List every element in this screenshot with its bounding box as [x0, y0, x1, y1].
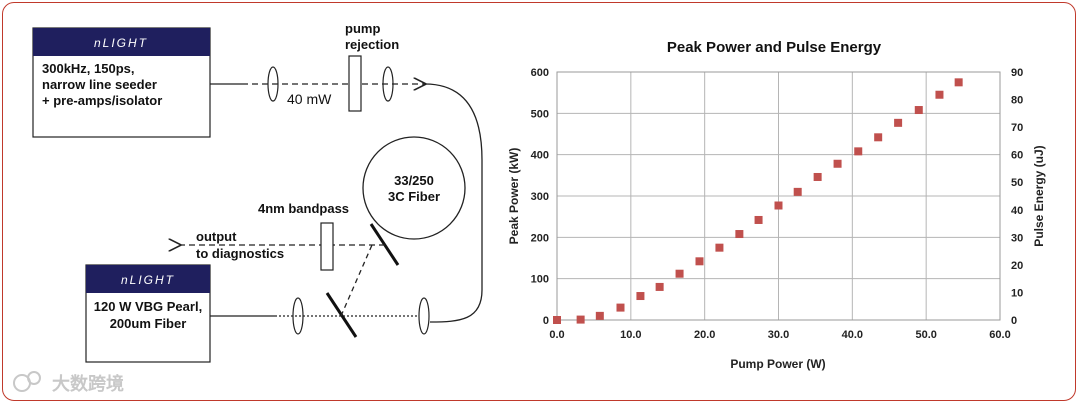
- data-point: [735, 230, 744, 239]
- y2-axis-label: Pulse Energy (uJ): [1032, 145, 1046, 246]
- data-point: [854, 147, 863, 156]
- plot-area-frame: [556, 71, 1001, 321]
- x-tick-label: 10.0: [620, 329, 641, 341]
- x-tick-label: 60.0: [989, 329, 1010, 341]
- data-point: [553, 316, 561, 324]
- output-beam-diagonal: [340, 244, 373, 317]
- data-point: [813, 172, 822, 181]
- data-point: [636, 292, 645, 301]
- seeder-brand: nLIGHT: [94, 36, 148, 50]
- bandpass-label: 4nm bandpass: [258, 201, 349, 216]
- fiber-label-2: 3C Fiber: [388, 189, 440, 204]
- power-label: 40 mW: [287, 91, 332, 107]
- output-label-2: to diagnostics: [196, 246, 284, 261]
- pump-rejection-label-2: rejection: [345, 37, 399, 52]
- x-tick-label: 30.0: [768, 329, 789, 341]
- x-tick-label: 40.0: [842, 329, 863, 341]
- watermark: 大数跨境: [13, 371, 124, 394]
- data-point: [935, 90, 944, 99]
- y2-tick-label: 10: [1011, 287, 1023, 299]
- data-point: [576, 315, 585, 324]
- pump-beam-path: 4nm bandpass output to diagnostics: [180, 201, 430, 338]
- data-point: [754, 215, 763, 224]
- y2-tick-label: 30: [1011, 232, 1023, 244]
- bandpass-filter: [320, 222, 334, 271]
- pump-lens-1: [292, 297, 304, 335]
- data-point: [675, 269, 684, 278]
- seed-lens-2: [382, 66, 394, 102]
- y2-tick-label: 50: [1011, 177, 1023, 189]
- pump-box: nLIGHT 120 W VBG Pearl, 200um Fiber: [85, 264, 211, 363]
- x-tick-label: 20.0: [694, 329, 715, 341]
- pump-line-2: 200um Fiber: [110, 316, 187, 331]
- chart-title: Peak Power and Pulse Energy: [667, 39, 882, 56]
- y2-tick-label: 40: [1011, 205, 1023, 217]
- data-point: [595, 311, 604, 320]
- y2-tick-label: 20: [1011, 260, 1023, 272]
- data-point: [833, 159, 842, 168]
- data-point: [914, 106, 923, 115]
- x-tick-label: 0.0: [549, 329, 564, 341]
- y2-tick-label: 90: [1011, 67, 1023, 79]
- data-point: [954, 78, 963, 87]
- seeder-line-1: 300kHz, 150ps,: [42, 61, 135, 76]
- fiber-label-1: 33/250: [394, 173, 434, 188]
- seed-lens-1: [267, 66, 279, 102]
- seeder-line-3: + pre-amps/isolator: [42, 93, 162, 108]
- pump-rejection-label-1: pump: [345, 21, 380, 36]
- y-tick-label: 300: [531, 191, 549, 203]
- y-tick-label: 200: [531, 232, 549, 244]
- seed-beam-path: pump rejection 40 mW: [210, 21, 425, 112]
- chart-points: [553, 78, 963, 324]
- pump-box-header: [86, 265, 210, 293]
- seeder-line-2: narrow line seeder: [42, 77, 157, 92]
- data-point: [655, 282, 664, 291]
- y-tick-label: 500: [531, 108, 549, 120]
- data-point: [715, 243, 724, 252]
- data-point: [894, 118, 903, 127]
- y-axis-label: Peak Power (kW): [507, 148, 521, 245]
- pump-line-1: 120 W VBG Pearl,: [94, 299, 202, 314]
- fiber-spool: [362, 136, 466, 240]
- y-tick-label: 0: [543, 315, 549, 327]
- x-axis-label: Pump Power (W): [730, 357, 825, 371]
- pump-lens-2: [418, 297, 430, 335]
- chart-grid: [556, 71, 1001, 321]
- data-point: [774, 201, 783, 210]
- output-label-1: output: [196, 229, 237, 244]
- seeder-box: nLIGHT 300kHz, 150ps, narrow line seeder…: [32, 27, 211, 138]
- data-point: [695, 257, 704, 266]
- y2-tick-label: 60: [1011, 150, 1023, 162]
- data-point: [616, 303, 625, 312]
- y-tick-label: 600: [531, 67, 549, 79]
- data-point: [793, 187, 802, 196]
- pump-rejection-filter: [348, 55, 362, 112]
- y-tick-label: 400: [531, 150, 549, 162]
- watermark-text: 大数跨境: [52, 373, 124, 394]
- y2-tick-label: 70: [1011, 122, 1023, 134]
- fiber-path: [424, 83, 483, 323]
- y2-tick-label: 0: [1011, 315, 1017, 327]
- data-point: [874, 133, 883, 142]
- page-frame: [2, 2, 1076, 401]
- peak-power-chart: Peak Power and Pulse Energy 010020030040…: [507, 39, 1046, 371]
- pump-brand: nLIGHT: [121, 273, 175, 287]
- seeder-box-header: [33, 28, 210, 56]
- fiber-coil: 33/250 3C Fiber: [362, 83, 483, 323]
- y2-tick-label: 80: [1011, 95, 1023, 107]
- y-tick-label: 100: [531, 274, 549, 286]
- x-tick-label: 50.0: [915, 329, 936, 341]
